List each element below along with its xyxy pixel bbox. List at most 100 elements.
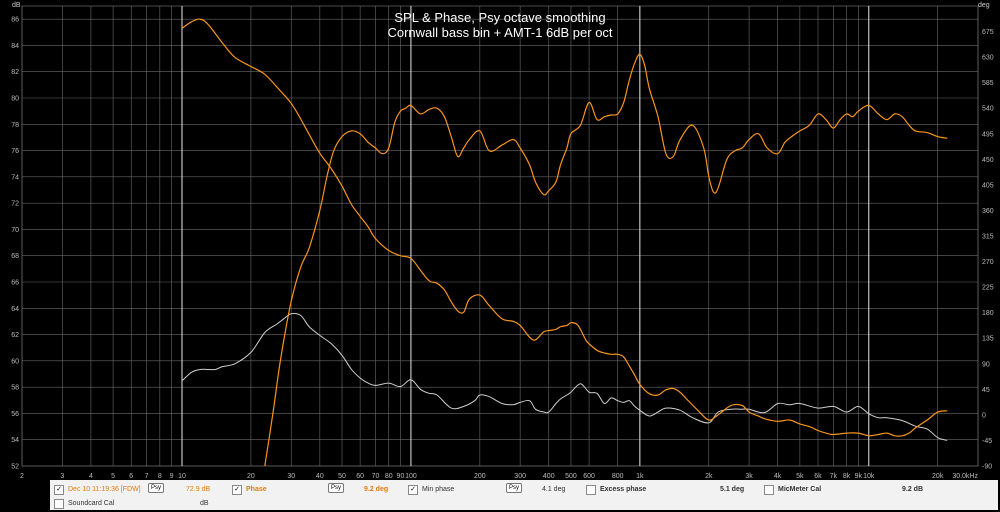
y-left-tick-label: 68 bbox=[11, 253, 19, 260]
legend-phase-label: Phase bbox=[246, 486, 267, 493]
x-tick-label: 30.0kHz bbox=[952, 473, 978, 480]
y-right-tick-label: 585 bbox=[982, 80, 994, 87]
y-right-tick-label: 540 bbox=[982, 106, 994, 113]
y-right-tick-label: -45 bbox=[982, 438, 992, 445]
psy-button-phase[interactable]: Psy bbox=[328, 483, 345, 493]
legend-panel: ✓ Dec 10 11:19:36 [FDW] Psy 72.9 dB ✓ Ph… bbox=[50, 480, 998, 510]
x-tick-label: 10 bbox=[178, 473, 186, 480]
y-right-tick-label: 135 bbox=[982, 336, 994, 343]
y-left-tick-label: 62 bbox=[11, 332, 19, 339]
x-tick-label: 4 bbox=[89, 473, 93, 480]
y-left-tick-label: 56 bbox=[11, 411, 19, 418]
chart-title: SPL & Phase, Psy octave smoothing bbox=[394, 10, 605, 25]
y-left-tick-label: 84 bbox=[11, 43, 19, 50]
x-tick-label: 1k bbox=[636, 473, 644, 480]
psy-button-min-phase[interactable]: Psy bbox=[506, 483, 523, 493]
x-tick-label: 60 bbox=[356, 473, 364, 480]
x-tick-label: 20 bbox=[247, 473, 255, 480]
x-tick-label: 3k bbox=[745, 473, 753, 480]
x-tick-label: 600 bbox=[583, 473, 595, 480]
spl-line bbox=[181, 18, 948, 437]
x-tick-label: 200 bbox=[474, 473, 486, 480]
y-right-tick-label: 675 bbox=[982, 29, 994, 36]
x-tick-label: 70 bbox=[372, 473, 380, 480]
legend-soundcard-cal-value: dB bbox=[200, 500, 209, 507]
y-right-tick-label: -90 bbox=[982, 464, 992, 471]
y-left-tick-label: 64 bbox=[11, 306, 19, 313]
y-right-tick-label: 495 bbox=[982, 131, 994, 138]
y-left-tick-label: 58 bbox=[11, 385, 19, 392]
x-tick-label: 2k bbox=[705, 473, 713, 480]
legend-soundcard-cal-label: Soundcard Cal bbox=[68, 500, 115, 507]
y-left-tick-label: 60 bbox=[11, 358, 19, 365]
x-tick-label: 7k bbox=[830, 473, 838, 480]
x-tick-label: 500 bbox=[565, 473, 577, 480]
legend-spl-label: Dec 10 11:19:36 [FDW] bbox=[68, 486, 141, 493]
y-left-tick-label: 76 bbox=[11, 148, 19, 155]
x-tick-label: 800 bbox=[612, 473, 624, 480]
x-tick-label: 80 bbox=[385, 473, 393, 480]
x-tick-label: 9k bbox=[855, 473, 863, 480]
y-right-tick-label: 0 bbox=[982, 412, 986, 419]
y-right-tick-label: 630 bbox=[982, 55, 994, 62]
legend-phase-value: 9.2 deg bbox=[364, 486, 389, 493]
x-tick-label: 6 bbox=[129, 473, 133, 480]
x-tick-label: 5 bbox=[111, 473, 115, 480]
y-axis-right-label: deg bbox=[978, 2, 990, 9]
y-left-tick-label: 80 bbox=[11, 96, 19, 103]
y-right-tick-label: 45 bbox=[982, 387, 990, 394]
y-left-tick-label: 86 bbox=[11, 17, 19, 24]
x-tick-label: 40 bbox=[316, 473, 324, 480]
y-right-tick-label: 450 bbox=[982, 157, 994, 164]
legend-excess-phase-label: Excess phase bbox=[600, 486, 647, 493]
y-right-tick-label: 90 bbox=[982, 361, 990, 368]
series-layer bbox=[181, 18, 948, 466]
x-tick-label: 90 bbox=[397, 473, 405, 480]
legend-spl-value: 72.9 dB bbox=[186, 486, 211, 493]
x-tick-label: 400 bbox=[543, 473, 555, 480]
grid bbox=[21, 5, 979, 467]
x-tick-label: 6k bbox=[814, 473, 822, 480]
y-right-tick-label: 225 bbox=[982, 285, 994, 292]
x-tick-label: 100 bbox=[405, 473, 417, 480]
y-left-tick-label: 52 bbox=[11, 464, 19, 471]
checkbox-spl[interactable]: ✓ bbox=[54, 485, 64, 495]
legend-min-phase-label: Min phase bbox=[422, 486, 455, 493]
checkbox-soundcard-cal[interactable] bbox=[54, 499, 64, 509]
plot-frame bbox=[21, 5, 979, 467]
y-right-tick-label: 405 bbox=[982, 182, 994, 189]
x-tick-label: 20k bbox=[932, 473, 944, 480]
y-left-tick-label: 74 bbox=[11, 174, 19, 181]
x-tick-label: 3 bbox=[60, 473, 64, 480]
min-phase-line bbox=[181, 313, 948, 441]
y-right-tick-label: 270 bbox=[982, 259, 994, 266]
x-tick-label: 30 bbox=[287, 473, 295, 480]
y-left-tick-label: 54 bbox=[11, 437, 19, 444]
y-left-tick-label: 66 bbox=[11, 280, 19, 287]
checkbox-min-phase[interactable]: ✓ bbox=[408, 485, 418, 495]
legend-excess-phase-value: 5.1 deg bbox=[720, 486, 745, 493]
x-tick-label: 7 bbox=[145, 473, 149, 480]
legend-micmeter-cal-value: 9.2 dB bbox=[902, 486, 924, 493]
y-right-tick-label: 180 bbox=[982, 310, 994, 317]
checkbox-excess-phase[interactable] bbox=[586, 485, 596, 495]
x-tick-label: 9 bbox=[170, 473, 174, 480]
x-tick-label: 8 bbox=[158, 473, 162, 480]
legend-row-2: Soundcard Cal dB bbox=[50, 496, 998, 510]
checkbox-phase[interactable]: ✓ bbox=[232, 485, 242, 495]
y-left-tick-label: 82 bbox=[11, 69, 19, 76]
x-tick-label: 8k bbox=[843, 473, 851, 480]
legend-row-1: ✓ Dec 10 11:19:36 [FDW] Psy 72.9 dB ✓ Ph… bbox=[50, 482, 998, 496]
psy-button-spl[interactable]: Psy bbox=[148, 483, 165, 493]
y-right-tick-label: 360 bbox=[982, 208, 994, 215]
phase-line bbox=[264, 53, 948, 466]
y-left-tick-label: 78 bbox=[11, 122, 19, 129]
x-tick-label: 5k bbox=[796, 473, 804, 480]
y-axis-left-label: dB bbox=[12, 2, 21, 9]
y-left-tick-label: 70 bbox=[11, 227, 19, 234]
x-tick-label: 4k bbox=[774, 473, 782, 480]
checkbox-micmeter-cal[interactable] bbox=[764, 485, 774, 495]
chart-subtitle: Cornwall bass bin + AMT-1 6dB per oct bbox=[387, 25, 612, 40]
y-right-tick-label: 315 bbox=[982, 234, 994, 241]
x-tick-label: 2 bbox=[20, 473, 24, 480]
